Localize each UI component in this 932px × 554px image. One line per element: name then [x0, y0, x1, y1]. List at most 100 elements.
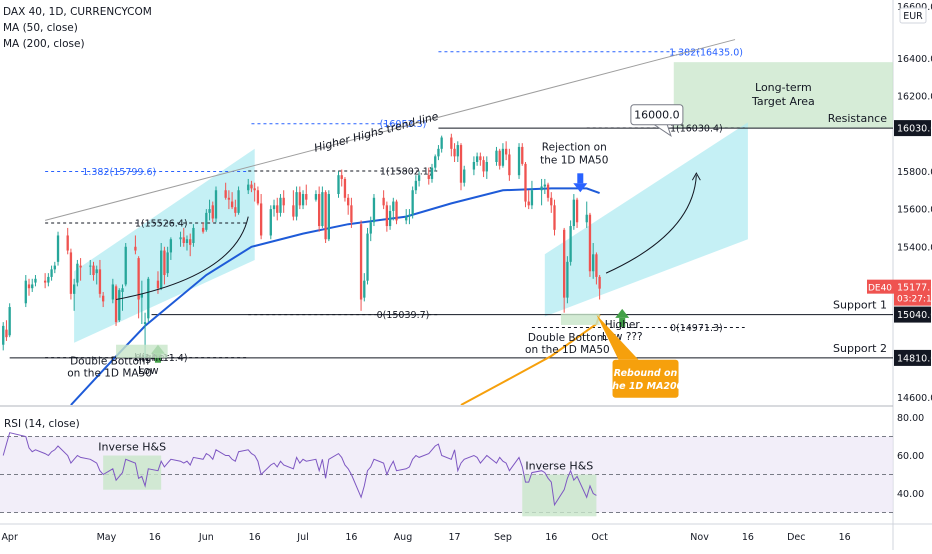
fib-label-9: 0(14971.3) — [670, 323, 723, 334]
level-label-1: Resistance — [828, 112, 888, 125]
callout-pointer — [651, 123, 672, 137]
candle-body — [189, 239, 192, 245]
candle-body — [575, 199, 579, 223]
candle-body — [272, 205, 276, 210]
candle-body — [317, 194, 321, 227]
candle-body — [572, 199, 576, 227]
candle-body — [327, 194, 330, 240]
candle-body — [588, 214, 592, 272]
candle-body — [314, 194, 318, 200]
candle-body — [440, 137, 443, 149]
candle-body — [521, 146, 524, 164]
rsi-tick-2: 60.00 — [897, 451, 924, 462]
rejection-label-2: the 1D MA50 — [540, 155, 608, 167]
price-tag-3 — [894, 306, 931, 323]
candle-body — [485, 162, 488, 172]
rsi-title: RSI (14, close) — [4, 418, 80, 430]
last-price-symbol-box — [867, 279, 894, 294]
left-projection-curve — [115, 216, 249, 301]
candle-body — [414, 180, 418, 191]
time-tick-12: Oct — [591, 532, 608, 543]
candle-body — [359, 224, 363, 300]
price-tag-label-3: 15040.0 — [897, 310, 932, 321]
candle-body — [205, 212, 208, 230]
fib-label-7: 0(14811.4) — [135, 353, 188, 364]
candle-body — [98, 269, 102, 294]
price-tick-4: 15600.0 — [897, 205, 932, 216]
double-bottom-label-2: Double Bottom — [528, 332, 607, 344]
candle-body — [24, 280, 27, 304]
candle-body — [163, 250, 166, 276]
time-tick-2: May — [97, 532, 117, 543]
time-tick-8: Aug — [394, 532, 413, 543]
candle-body — [50, 269, 53, 277]
rebound-box — [612, 359, 679, 398]
rejection-arrow-head — [573, 183, 588, 193]
candle-body — [230, 201, 234, 208]
ma200-line — [460, 314, 601, 405]
price-tick-3: 15800.0 — [897, 167, 932, 178]
higher-low-arrow-2-shaft — [619, 317, 626, 327]
candle-body — [463, 169, 466, 183]
candle-body — [305, 194, 308, 200]
candle-body — [434, 156, 437, 168]
candle-body — [459, 145, 463, 183]
fib-label-2: (16053.3) — [380, 119, 427, 130]
time-tick-13: Nov — [690, 532, 709, 543]
candle-body — [102, 295, 105, 302]
candle-body — [121, 288, 124, 292]
callout-label: 16000.0 — [634, 109, 680, 122]
candle-body — [321, 192, 324, 227]
level-label-2: Support 1 — [833, 299, 887, 312]
last-price-value: 15177.6 — [897, 283, 932, 294]
double-bottom-label-1b: on the 1D MA50 — [67, 368, 152, 380]
rejection-arrow-shaft — [577, 173, 584, 184]
candle-body — [259, 203, 263, 236]
candle-body — [201, 227, 205, 232]
candle-body — [253, 188, 256, 191]
time-tick-3: 16 — [149, 532, 161, 543]
candle-body — [388, 210, 392, 227]
time-tick-16: 16 — [839, 532, 851, 543]
candle-body — [546, 184, 550, 198]
time-tick-15: Dec — [787, 532, 805, 543]
candle-body — [479, 156, 482, 161]
trend-line — [45, 39, 736, 221]
rebound-label: Rebound on — [614, 368, 678, 379]
candle-body — [185, 239, 189, 243]
candle-body — [208, 209, 211, 213]
candle-body — [27, 284, 31, 289]
candle-body — [282, 197, 285, 206]
symbol-title: DAX 40, 1D, CURRENCYCOM — [3, 6, 152, 18]
rebound-pointer — [596, 314, 639, 360]
candle-body — [95, 269, 98, 274]
fib-label-3: 1.382(15799.6) — [82, 167, 156, 178]
candle-body — [347, 197, 350, 206]
candle-body — [385, 205, 389, 227]
time-tick-5: 16 — [249, 532, 261, 543]
candle-body — [411, 190, 414, 215]
chart-legend: DAX 40, 1D, CURRENCYCOM MA (50, close) M… — [3, 4, 152, 52]
price-tag-1 — [894, 120, 931, 137]
fib-label-5: 1(15526.4) — [135, 218, 188, 229]
candle-body — [295, 192, 298, 217]
time-tick-7: 16 — [345, 532, 357, 543]
candle-body — [72, 284, 76, 294]
candle-body — [250, 184, 253, 189]
time-tick-14: 16 — [742, 532, 754, 543]
target-area-label: Long-term — [755, 81, 812, 94]
candle-body — [160, 250, 163, 289]
time-tick-9: 17 — [449, 532, 461, 543]
price-tag-label-1: 16030.0 — [897, 124, 932, 135]
candle-body — [166, 252, 169, 274]
candle-body — [227, 197, 231, 200]
candle-body — [143, 322, 147, 324]
candle-body — [111, 284, 114, 300]
trend-line-label: Higher Highs trend-line — [313, 110, 440, 155]
rsi-tick-3: 40.00 — [897, 489, 924, 500]
ma50-legend: MA (50, close) — [3, 22, 78, 34]
candle-body — [137, 258, 140, 300]
candle-body — [156, 280, 160, 289]
rejection-label: Rejection on — [542, 142, 607, 154]
